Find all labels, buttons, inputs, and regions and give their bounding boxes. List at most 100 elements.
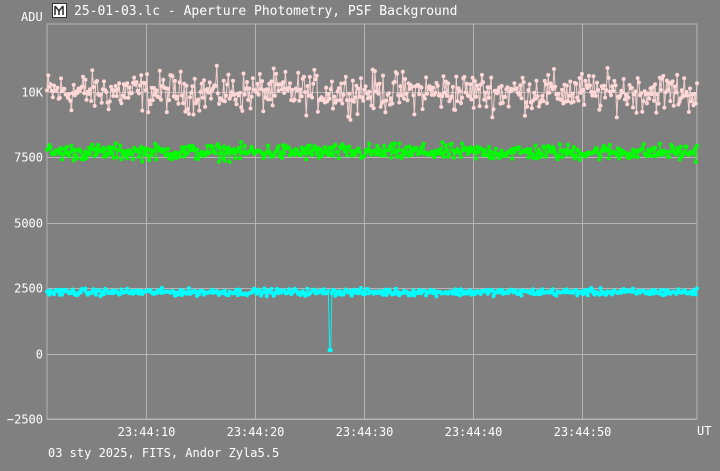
data-point: [79, 84, 84, 89]
data-point: [686, 110, 691, 114]
data-point: [283, 69, 288, 74]
data-point: [610, 84, 615, 89]
data-point: [460, 95, 465, 100]
data-point: [177, 80, 182, 85]
data-point: [670, 79, 675, 84]
data-point: [197, 292, 202, 296]
data-point: [356, 291, 361, 295]
data-point: [149, 153, 154, 158]
data-point: [652, 98, 656, 103]
data-point: [631, 105, 635, 110]
data-point: [371, 106, 376, 111]
data-point: [210, 287, 215, 292]
data-point: [97, 288, 102, 293]
data-point: [189, 148, 194, 153]
data-point: [665, 288, 670, 293]
data-point: [154, 88, 159, 93]
data-point: [569, 149, 574, 154]
data-point: [571, 145, 576, 149]
data-point: [618, 93, 623, 98]
data-point: [363, 291, 368, 296]
data-point: [648, 292, 653, 297]
data-point: [570, 91, 575, 96]
data-point: [536, 147, 541, 152]
data-point: [112, 146, 117, 151]
data-point: [646, 147, 651, 152]
data-point: [165, 146, 170, 151]
data-point: [553, 150, 558, 155]
data-point: [332, 94, 337, 99]
data-point: [668, 149, 673, 154]
data-point: [543, 82, 548, 87]
data-point: [118, 98, 123, 102]
data-point: [238, 156, 242, 161]
data-point: [432, 155, 437, 160]
data-point: [692, 91, 697, 96]
data-point: [215, 142, 220, 147]
data-point: [264, 87, 269, 92]
data-point: [159, 97, 163, 102]
data-point: [288, 153, 292, 158]
data-point: [215, 91, 220, 96]
data-point: [639, 91, 644, 96]
data-point: [86, 91, 91, 96]
data-point: [582, 102, 587, 107]
data-point: [167, 98, 172, 103]
data-point: [226, 293, 231, 298]
data-point: [459, 155, 463, 160]
data-point: [542, 78, 547, 83]
data-point: [88, 152, 92, 157]
data-point: [433, 148, 438, 153]
data-point: [347, 91, 352, 96]
data-point: [445, 93, 449, 98]
data-point: [349, 153, 354, 158]
data-point: [547, 90, 552, 95]
data-point: [238, 288, 242, 293]
data-point: [410, 152, 415, 157]
data-point: [434, 294, 439, 299]
data-point: [656, 150, 661, 155]
data-point: [645, 101, 649, 106]
data-point: [332, 288, 337, 293]
data-point: [142, 81, 147, 86]
data-point: [348, 117, 353, 122]
data-point: [60, 157, 65, 162]
data-point: [233, 97, 238, 102]
data-point: [113, 84, 118, 88]
data-point: [634, 110, 639, 115]
data-point: [376, 91, 381, 96]
data-point: [602, 83, 606, 88]
data-point: [81, 74, 85, 79]
data-point: [604, 88, 609, 92]
data-point: [670, 145, 675, 150]
data-point: [200, 95, 205, 100]
data-point: [372, 148, 377, 153]
data-point: [362, 87, 367, 92]
data-point: [392, 79, 397, 84]
data-point: [510, 156, 515, 161]
data-point: [335, 89, 340, 94]
data-point: [443, 143, 448, 148]
data-point: [210, 144, 215, 149]
data-point: [312, 144, 317, 149]
data-point: [535, 94, 540, 99]
data-point: [228, 93, 233, 98]
data-point: [560, 87, 565, 92]
data-point: [118, 143, 123, 148]
data-point: [177, 154, 182, 159]
data-point: [355, 112, 360, 117]
data-point: [590, 93, 595, 98]
data-point: [410, 84, 415, 89]
data-point: [145, 146, 149, 151]
data-point: [82, 91, 87, 96]
data-point: [64, 144, 69, 149]
data-point: [362, 153, 367, 158]
data-point: [375, 143, 380, 148]
data-point: [540, 287, 545, 292]
data-point: [382, 143, 387, 148]
data-point: [222, 158, 227, 163]
data-point: [186, 144, 191, 149]
data-point: [368, 95, 373, 100]
data-point: [324, 85, 329, 90]
data-point: [484, 104, 489, 109]
